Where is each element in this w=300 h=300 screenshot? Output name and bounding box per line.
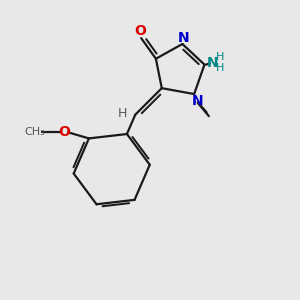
Text: H: H [117, 107, 127, 120]
Text: O: O [59, 125, 70, 139]
Text: methyl: methyl [202, 110, 207, 111]
Text: CH₃: CH₃ [25, 127, 46, 137]
Text: methyl: methyl [212, 119, 217, 121]
Text: H: H [216, 52, 224, 62]
Text: O: O [134, 24, 146, 38]
Text: N: N [207, 56, 218, 70]
Text: H: H [216, 63, 224, 73]
Text: N: N [178, 31, 190, 44]
Text: N: N [192, 94, 203, 107]
